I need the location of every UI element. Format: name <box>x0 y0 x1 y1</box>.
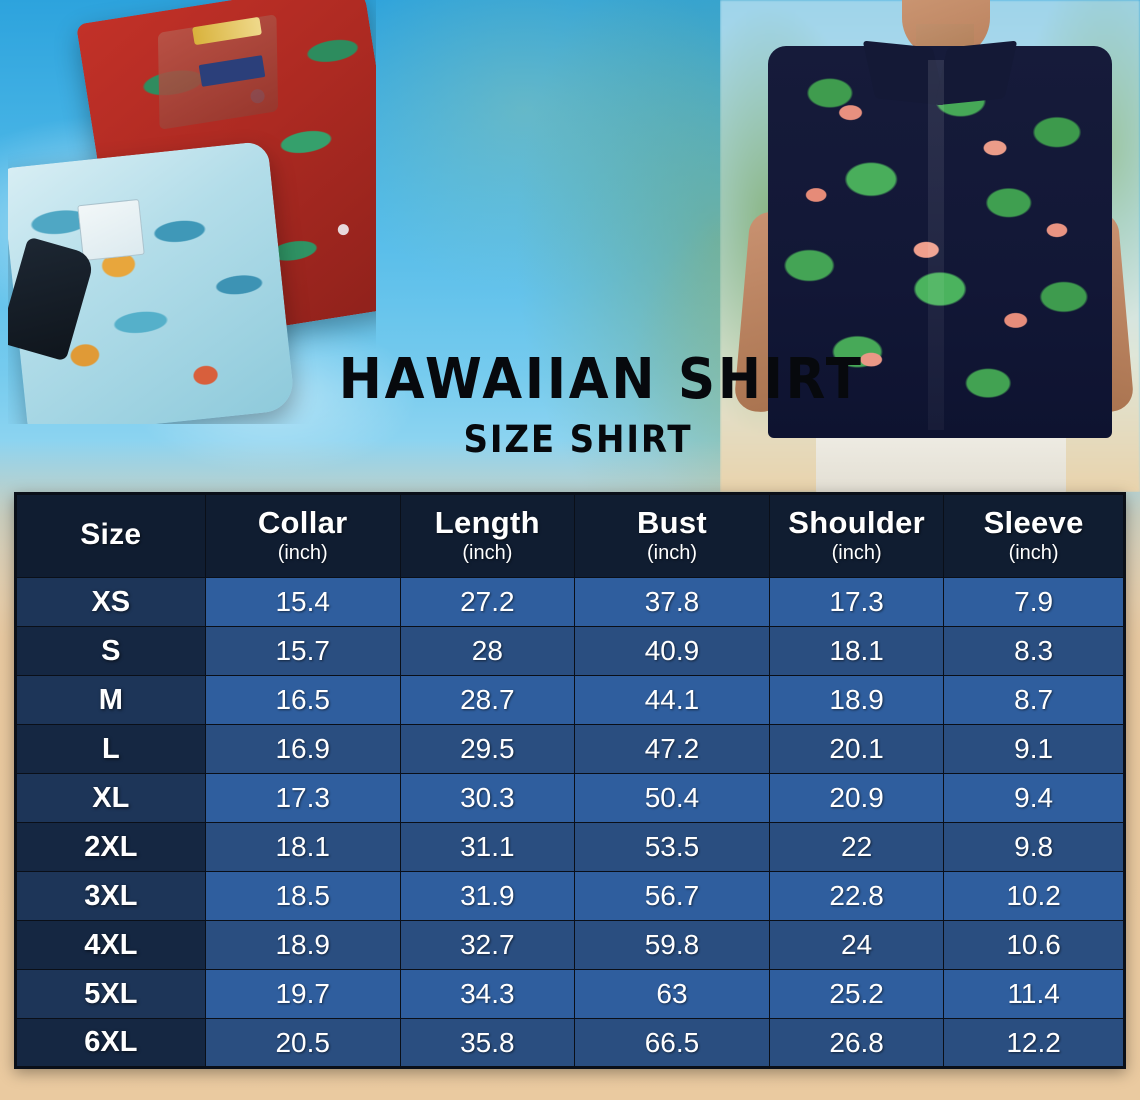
measurement-cell-sleeve: 7.9 <box>943 577 1125 627</box>
measurement-cell-sleeve: 11.4 <box>943 969 1125 1019</box>
size-table-wrapper: Size Collar (inch) Length (inch) Bust (i… <box>14 492 1126 1069</box>
folded-shirts-photo <box>8 0 376 424</box>
header-unit-bust: (inch) <box>646 542 697 564</box>
size-cell: 6XL <box>15 1018 206 1068</box>
size-cell: L <box>15 724 206 774</box>
measurement-cell-bust: 40.9 <box>573 626 771 676</box>
table-row: 3XL 18.5 31.9 56.7 22.8 10.2 <box>15 871 1125 921</box>
model-photo <box>720 0 1140 492</box>
table-row: 2XL 18.1 31.1 53.5 22 9.8 <box>15 822 1125 872</box>
measurement-cell-bust: 63 <box>573 969 771 1019</box>
blue-shirt-pocket <box>77 198 145 262</box>
header-unit-shoulder: (inch) <box>831 542 882 564</box>
measurement-cell-collar: 18.9 <box>204 920 401 970</box>
size-cell: XL <box>15 773 206 823</box>
measurement-cell-collar: 15.7 <box>204 626 401 676</box>
column-header-collar: Collar (inch) <box>204 493 401 578</box>
measurement-cell-shoulder: 20.9 <box>769 773 945 823</box>
measurement-cell-length: 28.7 <box>399 675 575 725</box>
measurement-cell-sleeve: 12.2 <box>943 1018 1125 1068</box>
column-header-size: Size <box>15 493 206 578</box>
measurement-cell-bust: 47.2 <box>573 724 771 774</box>
header-label-sleeve: Sleeve <box>983 505 1084 540</box>
table-row: XL 17.3 30.3 50.4 20.9 9.4 <box>15 773 1125 823</box>
measurement-cell-collar: 19.7 <box>204 969 401 1019</box>
measurement-cell-shoulder: 22.8 <box>769 871 945 921</box>
measurement-cell-length: 28 <box>399 626 575 676</box>
table-row: 4XL 18.9 32.7 59.8 24 10.6 <box>15 920 1125 970</box>
header-row: Size Collar (inch) Length (inch) Bust (i… <box>15 493 1125 578</box>
measurement-cell-bust: 53.5 <box>573 822 771 872</box>
header-label-collar: Collar <box>257 505 348 540</box>
column-header-shoulder: Shoulder (inch) <box>769 493 945 578</box>
size-cell: M <box>15 675 206 725</box>
measurement-cell-shoulder: 17.3 <box>769 577 945 627</box>
size-chart-table: Size Collar (inch) Length (inch) Bust (i… <box>14 492 1126 1069</box>
measurement-cell-shoulder: 25.2 <box>769 969 945 1019</box>
measurement-cell-length: 32.7 <box>399 920 575 970</box>
measurement-cell-sleeve: 9.1 <box>943 724 1125 774</box>
measurement-cell-sleeve: 9.8 <box>943 822 1125 872</box>
measurement-cell-bust: 44.1 <box>573 675 771 725</box>
header-label-size: Size <box>80 518 142 551</box>
measurement-cell-bust: 59.8 <box>573 920 771 970</box>
measurement-cell-bust: 66.5 <box>573 1018 771 1068</box>
measurement-cell-collar: 20.5 <box>204 1018 401 1068</box>
flamingo-hawaiian-shirt <box>768 46 1112 438</box>
size-cell: 5XL <box>15 969 206 1019</box>
measurement-cell-collar: 16.5 <box>204 675 401 725</box>
measurement-cell-collar: 18.1 <box>204 822 401 872</box>
size-cell: 2XL <box>15 822 206 872</box>
size-cell: XS <box>15 577 206 627</box>
table-row: S 15.7 28 40.9 18.1 8.3 <box>15 626 1125 676</box>
size-cell: 4XL <box>15 920 206 970</box>
measurement-cell-bust: 56.7 <box>573 871 771 921</box>
measurement-cell-shoulder: 24 <box>769 920 945 970</box>
measurement-cell-sleeve: 10.2 <box>943 871 1125 921</box>
header-label-bust: Bust <box>636 505 708 540</box>
model-shirt-collar-right <box>934 40 1018 106</box>
measurement-cell-length: 31.9 <box>399 871 575 921</box>
size-cell: S <box>15 626 206 676</box>
table-row: XS 15.4 27.2 37.8 17.3 7.9 <box>15 577 1125 627</box>
measurement-cell-sleeve: 8.7 <box>943 675 1125 725</box>
measurement-cell-sleeve: 10.6 <box>943 920 1125 970</box>
table-row: 6XL 20.5 35.8 66.5 26.8 12.2 <box>15 1018 1125 1068</box>
measurement-cell-shoulder: 22 <box>769 822 945 872</box>
measurement-cell-shoulder: 18.9 <box>769 675 945 725</box>
measurement-cell-length: 27.2 <box>399 577 575 627</box>
measurement-cell-length: 31.1 <box>399 822 575 872</box>
measurement-cell-collar: 16.9 <box>204 724 401 774</box>
header-label-length: Length <box>434 505 540 540</box>
column-header-bust: Bust (inch) <box>573 493 771 578</box>
column-header-length: Length (inch) <box>399 493 575 578</box>
measurement-cell-shoulder: 18.1 <box>769 626 945 676</box>
measurement-cell-shoulder: 26.8 <box>769 1018 945 1068</box>
table-row: M 16.5 28.7 44.1 18.9 8.7 <box>15 675 1125 725</box>
measurement-cell-shoulder: 20.1 <box>769 724 945 774</box>
size-cell: 3XL <box>15 871 206 921</box>
model-shirt-placket <box>928 60 944 430</box>
column-header-sleeve: Sleeve (inch) <box>943 493 1125 578</box>
table-head: Size Collar (inch) Length (inch) Bust (i… <box>15 493 1125 578</box>
measurement-cell-sleeve: 9.4 <box>943 773 1125 823</box>
measurement-cell-length: 34.3 <box>399 969 575 1019</box>
measurement-cell-collar: 15.4 <box>204 577 401 627</box>
measurement-cell-length: 35.8 <box>399 1018 575 1068</box>
measurement-cell-bust: 37.8 <box>573 577 771 627</box>
measurement-cell-length: 29.5 <box>399 724 575 774</box>
table-body: XS 15.4 27.2 37.8 17.3 7.9 S 15.7 28 40.9 18.1 8.3 M… <box>15 577 1125 1068</box>
header-unit-length: (inch) <box>462 542 513 564</box>
table-row: 5XL 19.7 34.3 63 25.2 11.4 <box>15 969 1125 1019</box>
measurement-cell-bust: 50.4 <box>573 773 771 823</box>
measurement-cell-length: 30.3 <box>399 773 575 823</box>
measurement-cell-sleeve: 8.3 <box>943 626 1125 676</box>
header-unit-sleeve: (inch) <box>1008 542 1059 564</box>
header-unit-collar: (inch) <box>277 542 328 564</box>
header-label-shoulder: Shoulder <box>788 505 925 540</box>
table-row: L 16.9 29.5 47.2 20.1 9.1 <box>15 724 1125 774</box>
measurement-cell-collar: 17.3 <box>204 773 401 823</box>
measurement-cell-collar: 18.5 <box>204 871 401 921</box>
